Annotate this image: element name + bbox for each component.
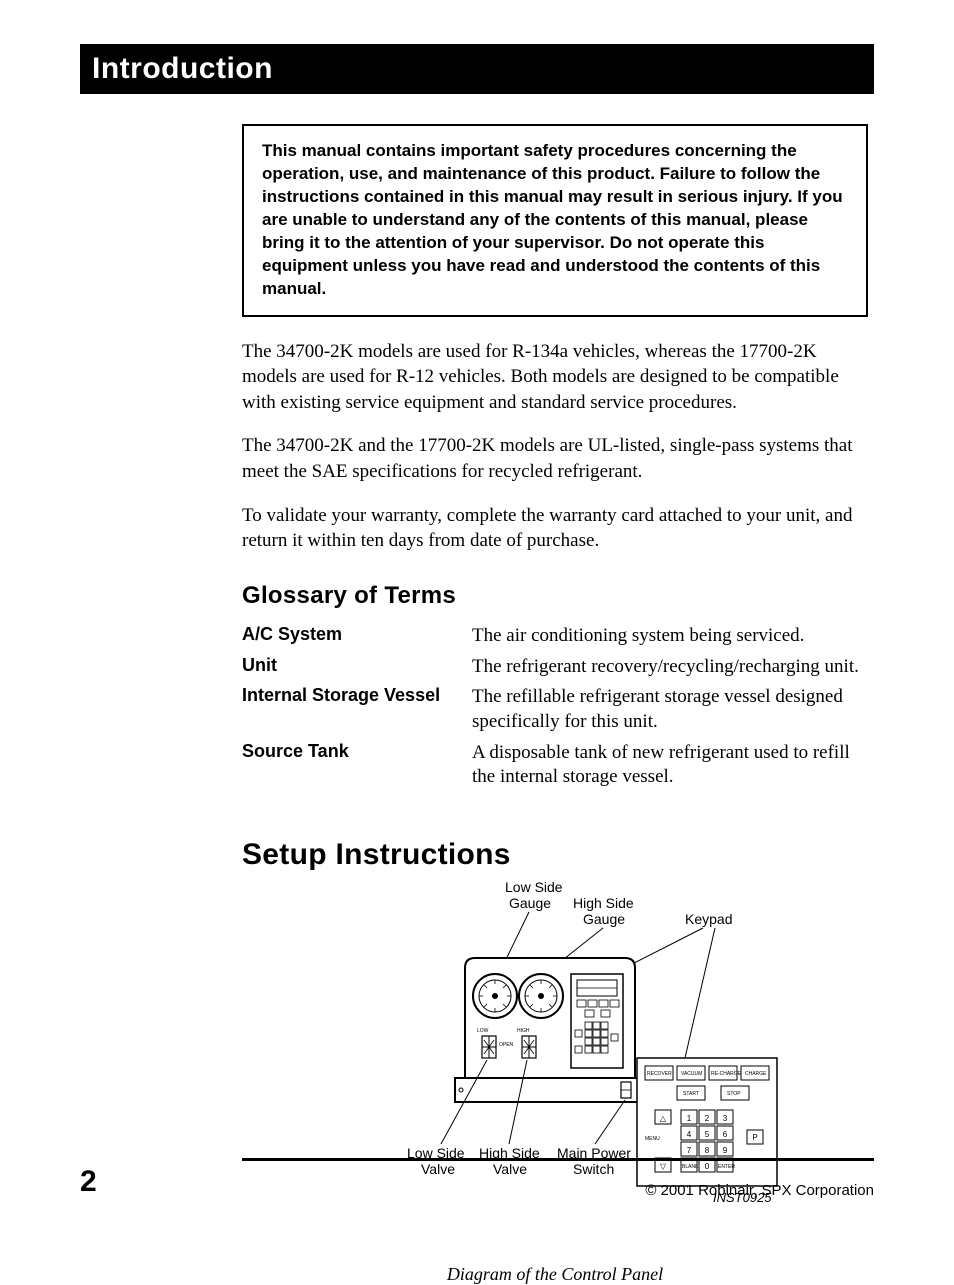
low-side-valve-icon (482, 1036, 496, 1058)
svg-text:LOW: LOW (477, 1028, 489, 1034)
glossary-definition: The refillable refrigerant storage vesse… (472, 685, 868, 734)
svg-text:3: 3 (723, 1114, 728, 1123)
glossary-term: Source Tank (242, 741, 472, 790)
glossary-heading: Glossary of Terms (242, 582, 868, 610)
svg-text:MENU: MENU (645, 1136, 660, 1142)
glossary-definition: A disposable tank of new refrigerant use… (472, 741, 868, 790)
svg-text:START: START (683, 1091, 699, 1097)
glossary-definition: The air conditioning system being servic… (472, 624, 804, 649)
section-header-title: Introduction (92, 52, 273, 86)
glossary-definition: The refrigerant recovery/recycling/recha… (472, 655, 859, 680)
intro-paragraph: The 34700-2K and the 17700-2K models are… (242, 433, 868, 484)
svg-text:5: 5 (705, 1130, 710, 1139)
leader-line (595, 1100, 625, 1144)
svg-text:8: 8 (705, 1146, 710, 1155)
svg-text:7: 7 (687, 1146, 692, 1155)
glossary-term: A/C System (242, 624, 472, 649)
svg-text:RECOVER: RECOVER (647, 1071, 672, 1077)
svg-text:△: △ (660, 1114, 667, 1123)
footer-rule (242, 1158, 874, 1161)
diagram-label: Gauge (509, 895, 551, 911)
setup-heading: Setup Instructions (242, 838, 868, 872)
svg-text:1: 1 (687, 1114, 692, 1123)
content-area: This manual contains important safety pr… (242, 124, 868, 1285)
svg-text:2: 2 (705, 1114, 710, 1123)
glossary-row: Source Tank A disposable tank of new ref… (242, 741, 868, 790)
svg-text:P: P (752, 1133, 757, 1142)
diagram-caption: Diagram of the Control Panel (242, 1264, 868, 1285)
intro-paragraph: The 34700-2K models are used for R-134a … (242, 339, 868, 416)
glossary-term: Unit (242, 655, 472, 680)
svg-text:CHARGE: CHARGE (745, 1071, 767, 1077)
page-number: 2 (80, 1165, 97, 1199)
svg-text:6: 6 (723, 1130, 728, 1139)
intro-paragraph: To validate your warranty, complete the … (242, 503, 868, 554)
diagram-label: Gauge (583, 911, 625, 927)
glossary-row: A/C System The air conditioning system b… (242, 624, 868, 649)
section-header-bar: Introduction (80, 44, 874, 94)
control-panel-body: LOW OPEN HIGH (455, 958, 645, 1102)
diagram-label: Keypad (685, 911, 732, 927)
svg-text:STOP: STOP (727, 1091, 741, 1097)
glossary-term: Internal Storage Vessel (242, 685, 472, 734)
svg-text:4: 4 (687, 1130, 692, 1139)
svg-text:OPEN: OPEN (499, 1042, 514, 1048)
safety-warning-box: This manual contains important safety pr… (242, 124, 868, 317)
page-footer: 2 © 2001 Robinair, SPX Corporation (80, 1158, 874, 1199)
copyright-text: © 2001 Robinair, SPX Corporation (645, 1182, 874, 1199)
diagram-label: High Side (573, 895, 634, 911)
leader-line (685, 928, 715, 1058)
svg-text:RE-CHARGE: RE-CHARGE (711, 1071, 742, 1077)
diagram-label: Low Side (505, 879, 563, 895)
glossary-row: Internal Storage Vessel The refillable r… (242, 685, 868, 734)
svg-text:HIGH: HIGH (517, 1028, 530, 1034)
safety-warning-text: This manual contains important safety pr… (262, 140, 848, 301)
high-side-valve-icon (522, 1036, 536, 1058)
svg-text:VACUUM: VACUUM (681, 1071, 702, 1077)
svg-text:9: 9 (723, 1146, 728, 1155)
glossary-row: Unit The refrigerant recovery/recycling/… (242, 655, 868, 680)
